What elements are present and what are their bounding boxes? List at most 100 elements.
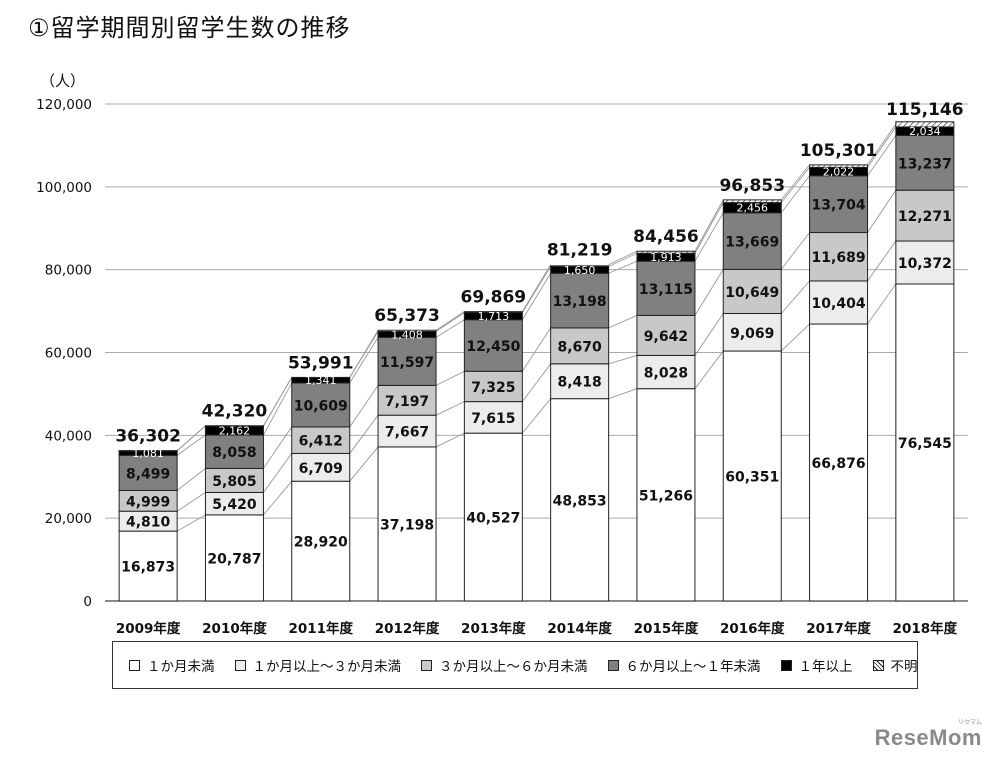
series-connector-line	[780, 280, 810, 314]
bar-value-label: 10,372	[898, 256, 952, 272]
legend-swatch	[607, 659, 619, 671]
series-connector-line	[176, 492, 206, 512]
bar-segment	[377, 336, 437, 386]
bar-segment	[377, 329, 437, 333]
bar-value-label: 10,404	[812, 296, 866, 312]
series-connector-line	[694, 269, 724, 316]
x-tick-label: 2012年度	[375, 620, 440, 637]
bar-segment	[291, 426, 351, 454]
x-tick-label: 2017年度	[806, 620, 871, 637]
series-connector-line	[780, 167, 810, 203]
bar-value-label: 1,650	[564, 264, 596, 277]
total-connector-line	[694, 199, 724, 252]
bar-total-label: 65,373	[374, 306, 440, 326]
bar-value-label: 7,615	[471, 411, 515, 427]
bar-total-label: 81,219	[547, 241, 613, 261]
bar-segment	[550, 327, 610, 365]
bar-value-label: 60,351	[725, 470, 779, 486]
bar-segment	[291, 452, 351, 482]
bar-segment	[636, 388, 696, 602]
y-tick-label: 0	[83, 594, 92, 610]
bar-value-label: 8,028	[644, 366, 688, 382]
bar-value-label: 2,022	[823, 166, 855, 179]
legend-swatch	[780, 659, 792, 671]
series-connector-line	[694, 313, 724, 356]
bar-total-label: 69,869	[461, 288, 527, 308]
series-connector-line	[435, 432, 465, 448]
y-tick-label: 20,000	[45, 511, 92, 527]
bar-segment	[722, 212, 782, 270]
legend-label: ６か月以上～１年未満	[625, 659, 761, 675]
bar-value-label: 13,198	[553, 294, 607, 310]
y-tick-label: 40,000	[45, 428, 92, 444]
bar-segment	[463, 311, 523, 314]
bar-segment	[722, 350, 782, 602]
bar-total-label: 115,146	[886, 100, 963, 120]
bar-segment	[204, 514, 264, 602]
resemom-logo: ReseMom	[874, 725, 982, 750]
bar-value-label: 9,642	[644, 329, 688, 345]
bar-total-label: 96,853	[719, 176, 785, 196]
bar-value-label: 13,115	[639, 282, 693, 298]
series-connector-line	[608, 260, 638, 274]
bar-value-label: 8,670	[558, 339, 603, 355]
legend-swatch	[872, 659, 884, 671]
series-connector-line	[694, 202, 724, 254]
bar-total-label: 84,456	[633, 227, 699, 247]
bar-value-label: 12,271	[898, 209, 952, 225]
bar-value-label: 13,237	[898, 156, 952, 172]
chart-title: ①留学期間別留学生数の推移	[28, 14, 351, 42]
series-connector-line	[522, 398, 551, 434]
legend-label: １年以上	[798, 659, 853, 675]
series-connector-line	[608, 252, 638, 267]
series-connector-line	[176, 514, 206, 532]
bar-segment	[291, 480, 351, 602]
series-connector-line	[521, 363, 552, 402]
bar-segment	[463, 319, 523, 372]
bar-total-label: 36,302	[115, 427, 181, 447]
bar-value-label: 1,713	[478, 310, 510, 323]
bar-value-label: 4,999	[126, 494, 170, 510]
bar-value-label: 16,873	[121, 560, 175, 576]
bar-value-label: 40,527	[466, 511, 520, 527]
bar-value-label: 5,420	[212, 497, 257, 513]
bar-value-label: 1,081	[132, 447, 164, 460]
bar-segment	[463, 370, 523, 403]
bar-value-label: 1,408	[391, 328, 423, 341]
series-connector-line	[780, 323, 810, 352]
y-axis-unit-label: （人）	[40, 72, 86, 90]
total-connector-line	[608, 250, 638, 266]
bar-segment	[377, 384, 437, 416]
x-tick-label: 2011年度	[288, 620, 353, 637]
x-tick-label: 2018年度	[893, 620, 958, 637]
bar-value-label: 51,266	[639, 488, 693, 504]
bar-segment	[463, 401, 523, 434]
series-connector-line	[780, 175, 810, 214]
bar-value-label: 11,689	[812, 250, 866, 266]
bar-value-label: 13,669	[725, 235, 779, 251]
series-connector-line	[349, 385, 379, 428]
bar-value-label: 1,341	[305, 374, 337, 387]
total-connector-line	[780, 164, 810, 201]
x-tick-label: 2013年度	[461, 620, 526, 637]
series-connector-line	[867, 283, 897, 325]
series-connector-line	[435, 370, 465, 386]
legend-swatch	[129, 659, 140, 671]
x-tick-label: 2015年度	[634, 620, 699, 637]
chart-legend: １か月未満 １か月以上～３か月未満 ３か月以上～６か月未満 ６か月以上～１年未満 １年以…	[112, 641, 918, 689]
y-tick-label: 120,000	[36, 97, 92, 113]
series-connector-line	[349, 414, 379, 454]
series-connector-line	[176, 434, 206, 456]
legend-swatch	[421, 659, 432, 671]
series-connector-line	[521, 272, 552, 320]
series-connector-line	[176, 468, 206, 491]
series-connector-line	[521, 327, 552, 372]
series-connector-line	[263, 453, 293, 493]
bar-total-label: 53,991	[288, 353, 354, 373]
bar-total-label: 105,301	[800, 141, 877, 161]
legend-item: １か月以上～３か月未満	[234, 655, 401, 675]
series-connector-line	[608, 388, 638, 400]
series-connector-line	[435, 319, 465, 338]
x-tick-label: 2010年度	[202, 620, 267, 637]
bar-segment	[722, 199, 782, 204]
